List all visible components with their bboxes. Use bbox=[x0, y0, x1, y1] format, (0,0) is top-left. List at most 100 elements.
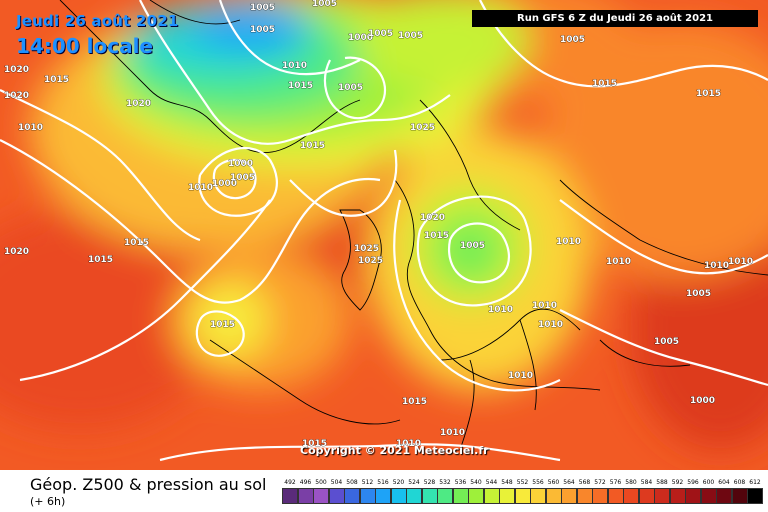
legend-item: 500 bbox=[313, 479, 329, 504]
legend-level-label: 604 bbox=[718, 479, 730, 486]
isobar-label: 1010 bbox=[282, 61, 307, 71]
legend-level-label: 556 bbox=[532, 479, 544, 486]
legend-level-label: 544 bbox=[485, 479, 498, 486]
isobar-label: 1005 bbox=[338, 83, 363, 93]
legend-level-label: 524 bbox=[408, 479, 420, 486]
forecast-date: Jeudi 26 août 2021 bbox=[16, 12, 179, 30]
forecast-time: 14:00 locale bbox=[16, 34, 153, 58]
legend-item: 600 bbox=[700, 479, 717, 504]
isobar-label: 1005 bbox=[686, 289, 711, 299]
legend-level-label: 528 bbox=[423, 479, 436, 486]
isobar-label: 1010 bbox=[508, 371, 533, 381]
isobar-label: 1000 bbox=[348, 33, 373, 43]
legend-item: 492 bbox=[282, 479, 298, 504]
legend-item: 608 bbox=[731, 479, 748, 504]
legend-level-label: 552 bbox=[516, 479, 529, 486]
legend-item: 604 bbox=[716, 479, 732, 504]
isobar-label: 1000 bbox=[690, 396, 715, 406]
legend-swatch bbox=[483, 488, 500, 504]
legend-level-label: 532 bbox=[439, 479, 451, 486]
legend-level-label: 496 bbox=[299, 479, 312, 486]
isobar-label: 1025 bbox=[410, 123, 435, 133]
legend-level-label: 560 bbox=[547, 479, 560, 486]
legend-item: 532 bbox=[437, 479, 453, 504]
lead-time: (+ 6h) bbox=[30, 495, 66, 508]
legend-item: 584 bbox=[638, 479, 655, 504]
legend-item: 508 bbox=[344, 479, 360, 504]
legend-level-label: 504 bbox=[330, 479, 343, 486]
legend-swatch bbox=[700, 488, 717, 504]
legend-level-label: 512 bbox=[361, 479, 374, 486]
isobar-label: 1005 bbox=[654, 337, 679, 347]
isobar-label: 1010 bbox=[488, 305, 513, 315]
legend-swatch bbox=[576, 488, 593, 504]
legend-swatch bbox=[716, 488, 732, 504]
geopotential-field bbox=[0, 0, 768, 470]
legend-item: 596 bbox=[685, 479, 701, 504]
legend-swatch bbox=[607, 488, 624, 504]
legend-swatch bbox=[731, 488, 748, 504]
legend-item: 516 bbox=[375, 479, 391, 504]
isobar-label: 1020 bbox=[4, 247, 29, 257]
isobar-label: 1020 bbox=[126, 99, 151, 109]
legend-swatch bbox=[421, 488, 438, 504]
isobar-label: 1015 bbox=[44, 75, 69, 85]
isobar-label: 1010 bbox=[704, 261, 729, 271]
legend-swatch bbox=[375, 488, 391, 504]
isobar-label: 1015 bbox=[288, 81, 313, 91]
legend-level-label: 516 bbox=[377, 479, 389, 486]
copyright-watermark: Copyright © 2021 Meteociel.fr bbox=[300, 444, 489, 457]
legend-swatch bbox=[747, 488, 763, 504]
legend-swatch bbox=[282, 488, 298, 504]
weather-map: 1020 1020 1015 1005 1005 1000 1005 1005 … bbox=[0, 0, 768, 470]
legend-item: 560 bbox=[545, 479, 562, 504]
legend-level-label: 540 bbox=[470, 479, 482, 486]
legend-item: 572 bbox=[592, 479, 608, 504]
legend-item: 540 bbox=[468, 479, 484, 504]
isobar-label: 1005 bbox=[312, 0, 337, 9]
isobar-label: 1015 bbox=[402, 397, 427, 407]
legend-item: 588 bbox=[654, 479, 670, 504]
legend-level-label: 592 bbox=[671, 479, 684, 486]
legend-swatch bbox=[390, 488, 407, 504]
legend-item: 580 bbox=[623, 479, 639, 504]
legend-item: 576 bbox=[607, 479, 624, 504]
legend-item: 536 bbox=[452, 479, 469, 504]
isobar-label: 1015 bbox=[124, 238, 149, 248]
legend-level-label: 600 bbox=[702, 479, 715, 486]
legend-level-label: 564 bbox=[563, 479, 575, 486]
legend-level-label: 548 bbox=[501, 479, 513, 486]
legend-level-label: 500 bbox=[315, 479, 327, 486]
legend-swatch bbox=[359, 488, 376, 504]
legend-item: 520 bbox=[390, 479, 407, 504]
legend-swatch bbox=[297, 488, 314, 504]
isobar-label: 1010 bbox=[556, 237, 581, 247]
isobar-label: 1020 bbox=[4, 91, 29, 101]
isobar-label: 1015 bbox=[424, 231, 449, 241]
legend-swatch bbox=[623, 488, 639, 504]
legend-level-label: 492 bbox=[284, 479, 296, 486]
legend-item: 564 bbox=[561, 479, 577, 504]
legend-level-label: 588 bbox=[656, 479, 668, 486]
legend-level-label: 580 bbox=[625, 479, 637, 486]
legend-swatch bbox=[468, 488, 484, 504]
isobar-label: 1010 bbox=[532, 301, 557, 311]
isobar-label: 1025 bbox=[354, 244, 379, 254]
isobar-label: 1010 bbox=[728, 257, 753, 267]
model-run-label: Run GFS 6 Z du Jeudi 26 août 2021 bbox=[472, 10, 758, 27]
legend-level-label: 572 bbox=[594, 479, 606, 486]
isobar-label: 1015 bbox=[88, 255, 113, 265]
legend-item: 528 bbox=[421, 479, 438, 504]
isobars bbox=[0, 0, 768, 462]
isobar-label: 1010 bbox=[396, 439, 421, 449]
coastlines bbox=[59, 0, 768, 451]
legend-swatch bbox=[654, 488, 670, 504]
legend-swatch bbox=[437, 488, 453, 504]
isobar-label: 1005 bbox=[250, 25, 275, 35]
legend-item: 568 bbox=[576, 479, 593, 504]
legend-swatch bbox=[406, 488, 422, 504]
isobar-label: 1015 bbox=[696, 89, 721, 99]
legend-swatch bbox=[313, 488, 329, 504]
legend-swatch bbox=[344, 488, 360, 504]
